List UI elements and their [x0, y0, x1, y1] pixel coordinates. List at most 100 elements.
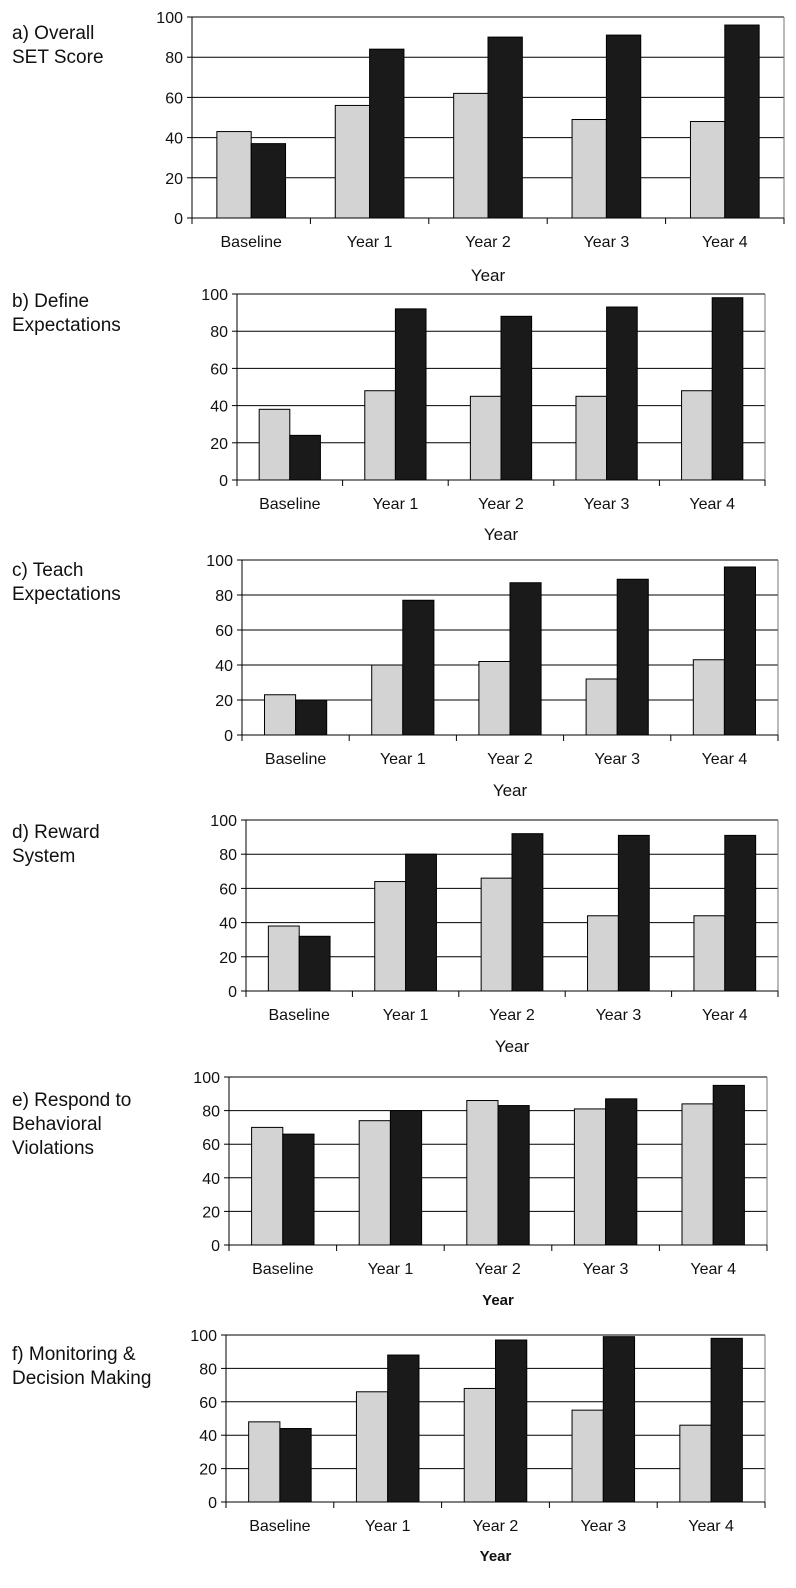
bar-series2 [495, 1339, 528, 1503]
x-tick-label: Year 2 [489, 1007, 535, 1024]
x-axis-title: Year [482, 1292, 514, 1309]
x-tick-label: Year 4 [702, 751, 748, 768]
bar-series2 [295, 699, 328, 736]
panel-label-line: Violations [12, 1138, 94, 1159]
bar-series2 [711, 297, 744, 481]
bar-series1 [573, 1108, 607, 1246]
x-tick-label: Year 1 [347, 234, 393, 251]
bar-series1 [371, 664, 404, 736]
bar-series2 [487, 36, 523, 219]
y-tick-label: 40 [219, 916, 237, 933]
chart-panel-e: e) Respond to Behavioral Violations 0 20 40 60… [12, 1070, 768, 1309]
bar-series1 [575, 395, 608, 481]
y-tick-label: 80 [202, 1104, 220, 1121]
bar-series2 [605, 1098, 638, 1246]
bar-series1 [480, 877, 513, 992]
x-tick-label: Year 2 [475, 1261, 521, 1278]
bar-series2 [617, 834, 650, 992]
y-tick-label: 20 [165, 171, 183, 188]
y-tick-label: 80 [165, 50, 183, 67]
x-tick-label: Year 1 [373, 496, 419, 513]
bar-series2 [710, 1337, 743, 1503]
y-tick-label: 60 [210, 361, 228, 378]
bar-series2 [369, 48, 405, 219]
bar-series2 [511, 833, 544, 992]
bar-series1 [693, 915, 726, 992]
y-tick-label: 40 [202, 1171, 220, 1188]
bar-series2 [724, 24, 760, 219]
x-tick-label: Year 2 [478, 496, 524, 513]
x-tick-label: Year 1 [383, 1007, 429, 1024]
bar-series1 [587, 915, 619, 992]
y-tick-label: 100 [193, 1070, 220, 1087]
y-tick-label: 0 [224, 728, 233, 745]
chart-panel-d: d) Reward System 0 20 40 60 80 100 Baseline Year … [12, 813, 779, 1056]
panel-label-line: a) Overall [12, 23, 94, 44]
x-axis-title: Year [471, 266, 506, 285]
y-tick-label: 100 [190, 1328, 217, 1345]
bar-series1 [358, 1120, 391, 1246]
x-tick-label: Year 2 [487, 751, 533, 768]
y-tick-label: 80 [199, 1361, 217, 1378]
bar-series1 [571, 1409, 604, 1503]
y-tick-label: 80 [219, 847, 237, 864]
bar-series2 [298, 935, 331, 992]
y-tick-label: 100 [201, 287, 228, 304]
panel-label-line: f) Monitoring & [12, 1344, 136, 1365]
y-tick-label: 0 [219, 473, 228, 490]
y-tick-label: 80 [215, 588, 233, 605]
x-tick-label: Baseline [265, 751, 326, 768]
bar-series2 [509, 582, 542, 736]
bar-series1 [681, 1103, 714, 1246]
bar-series2 [250, 143, 287, 219]
y-tick-label: 0 [228, 984, 237, 1001]
y-tick-label: 20 [219, 950, 237, 967]
bar-series2 [279, 1428, 312, 1503]
y-tick-label: 60 [219, 881, 237, 898]
panel-label-line: SET Score [12, 47, 104, 68]
bar-series2 [606, 306, 638, 481]
y-tick-label: 80 [210, 324, 228, 341]
y-tick-label: 100 [210, 813, 237, 830]
bar-series1 [466, 1100, 499, 1246]
bar-series1 [469, 395, 502, 481]
bar-series2 [405, 853, 437, 992]
bar-series1 [355, 1391, 389, 1503]
chart-panel-c: c) Teach Expectations 0 20 40 60 80 100 Baseline… [12, 553, 779, 800]
panel-label-line: b) Define [12, 291, 89, 312]
y-tick-label: 100 [156, 10, 183, 27]
bar-series1 [692, 659, 725, 736]
x-tick-label: Year 4 [702, 1007, 748, 1024]
x-tick-label: Baseline [269, 1007, 330, 1024]
y-tick-label: 20 [215, 693, 233, 710]
x-axis-title: Year [493, 781, 528, 800]
x-tick-label: Year 1 [380, 751, 426, 768]
panel-label-line: System [12, 846, 75, 867]
y-tick-label: 20 [199, 1462, 217, 1479]
x-tick-label: Year 3 [584, 234, 630, 251]
panel-label-line: e) Respond to [12, 1090, 131, 1111]
x-tick-label: Year 4 [702, 234, 748, 251]
y-tick-label: 60 [202, 1137, 220, 1154]
bar-series2 [387, 1354, 420, 1503]
x-tick-label: Baseline [252, 1261, 313, 1278]
chart-panel-b: b) Define Expectations 0 20 40 60 80 100 Baselin… [12, 287, 766, 544]
bar-series1 [689, 121, 726, 219]
y-tick-label: 40 [199, 1428, 217, 1445]
y-tick-label: 0 [211, 1238, 220, 1255]
bar-series2 [605, 34, 642, 219]
bar-series2 [394, 308, 427, 481]
x-tick-label: Year 1 [368, 1261, 414, 1278]
x-tick-label: Year 3 [580, 1518, 626, 1535]
x-tick-label: Baseline [249, 1518, 310, 1535]
panel-label-line: Behavioral [12, 1114, 102, 1135]
y-tick-label: 20 [210, 436, 228, 453]
y-tick-label: 40 [210, 399, 228, 416]
bar-series1 [374, 881, 407, 992]
panel-label-line: Expectations [12, 584, 121, 605]
bar-series2 [402, 599, 435, 736]
x-axis-title: Year [484, 525, 519, 544]
x-axis-title: Year [480, 1548, 512, 1565]
y-tick-label: 60 [165, 90, 183, 107]
bar-series1 [571, 119, 607, 219]
